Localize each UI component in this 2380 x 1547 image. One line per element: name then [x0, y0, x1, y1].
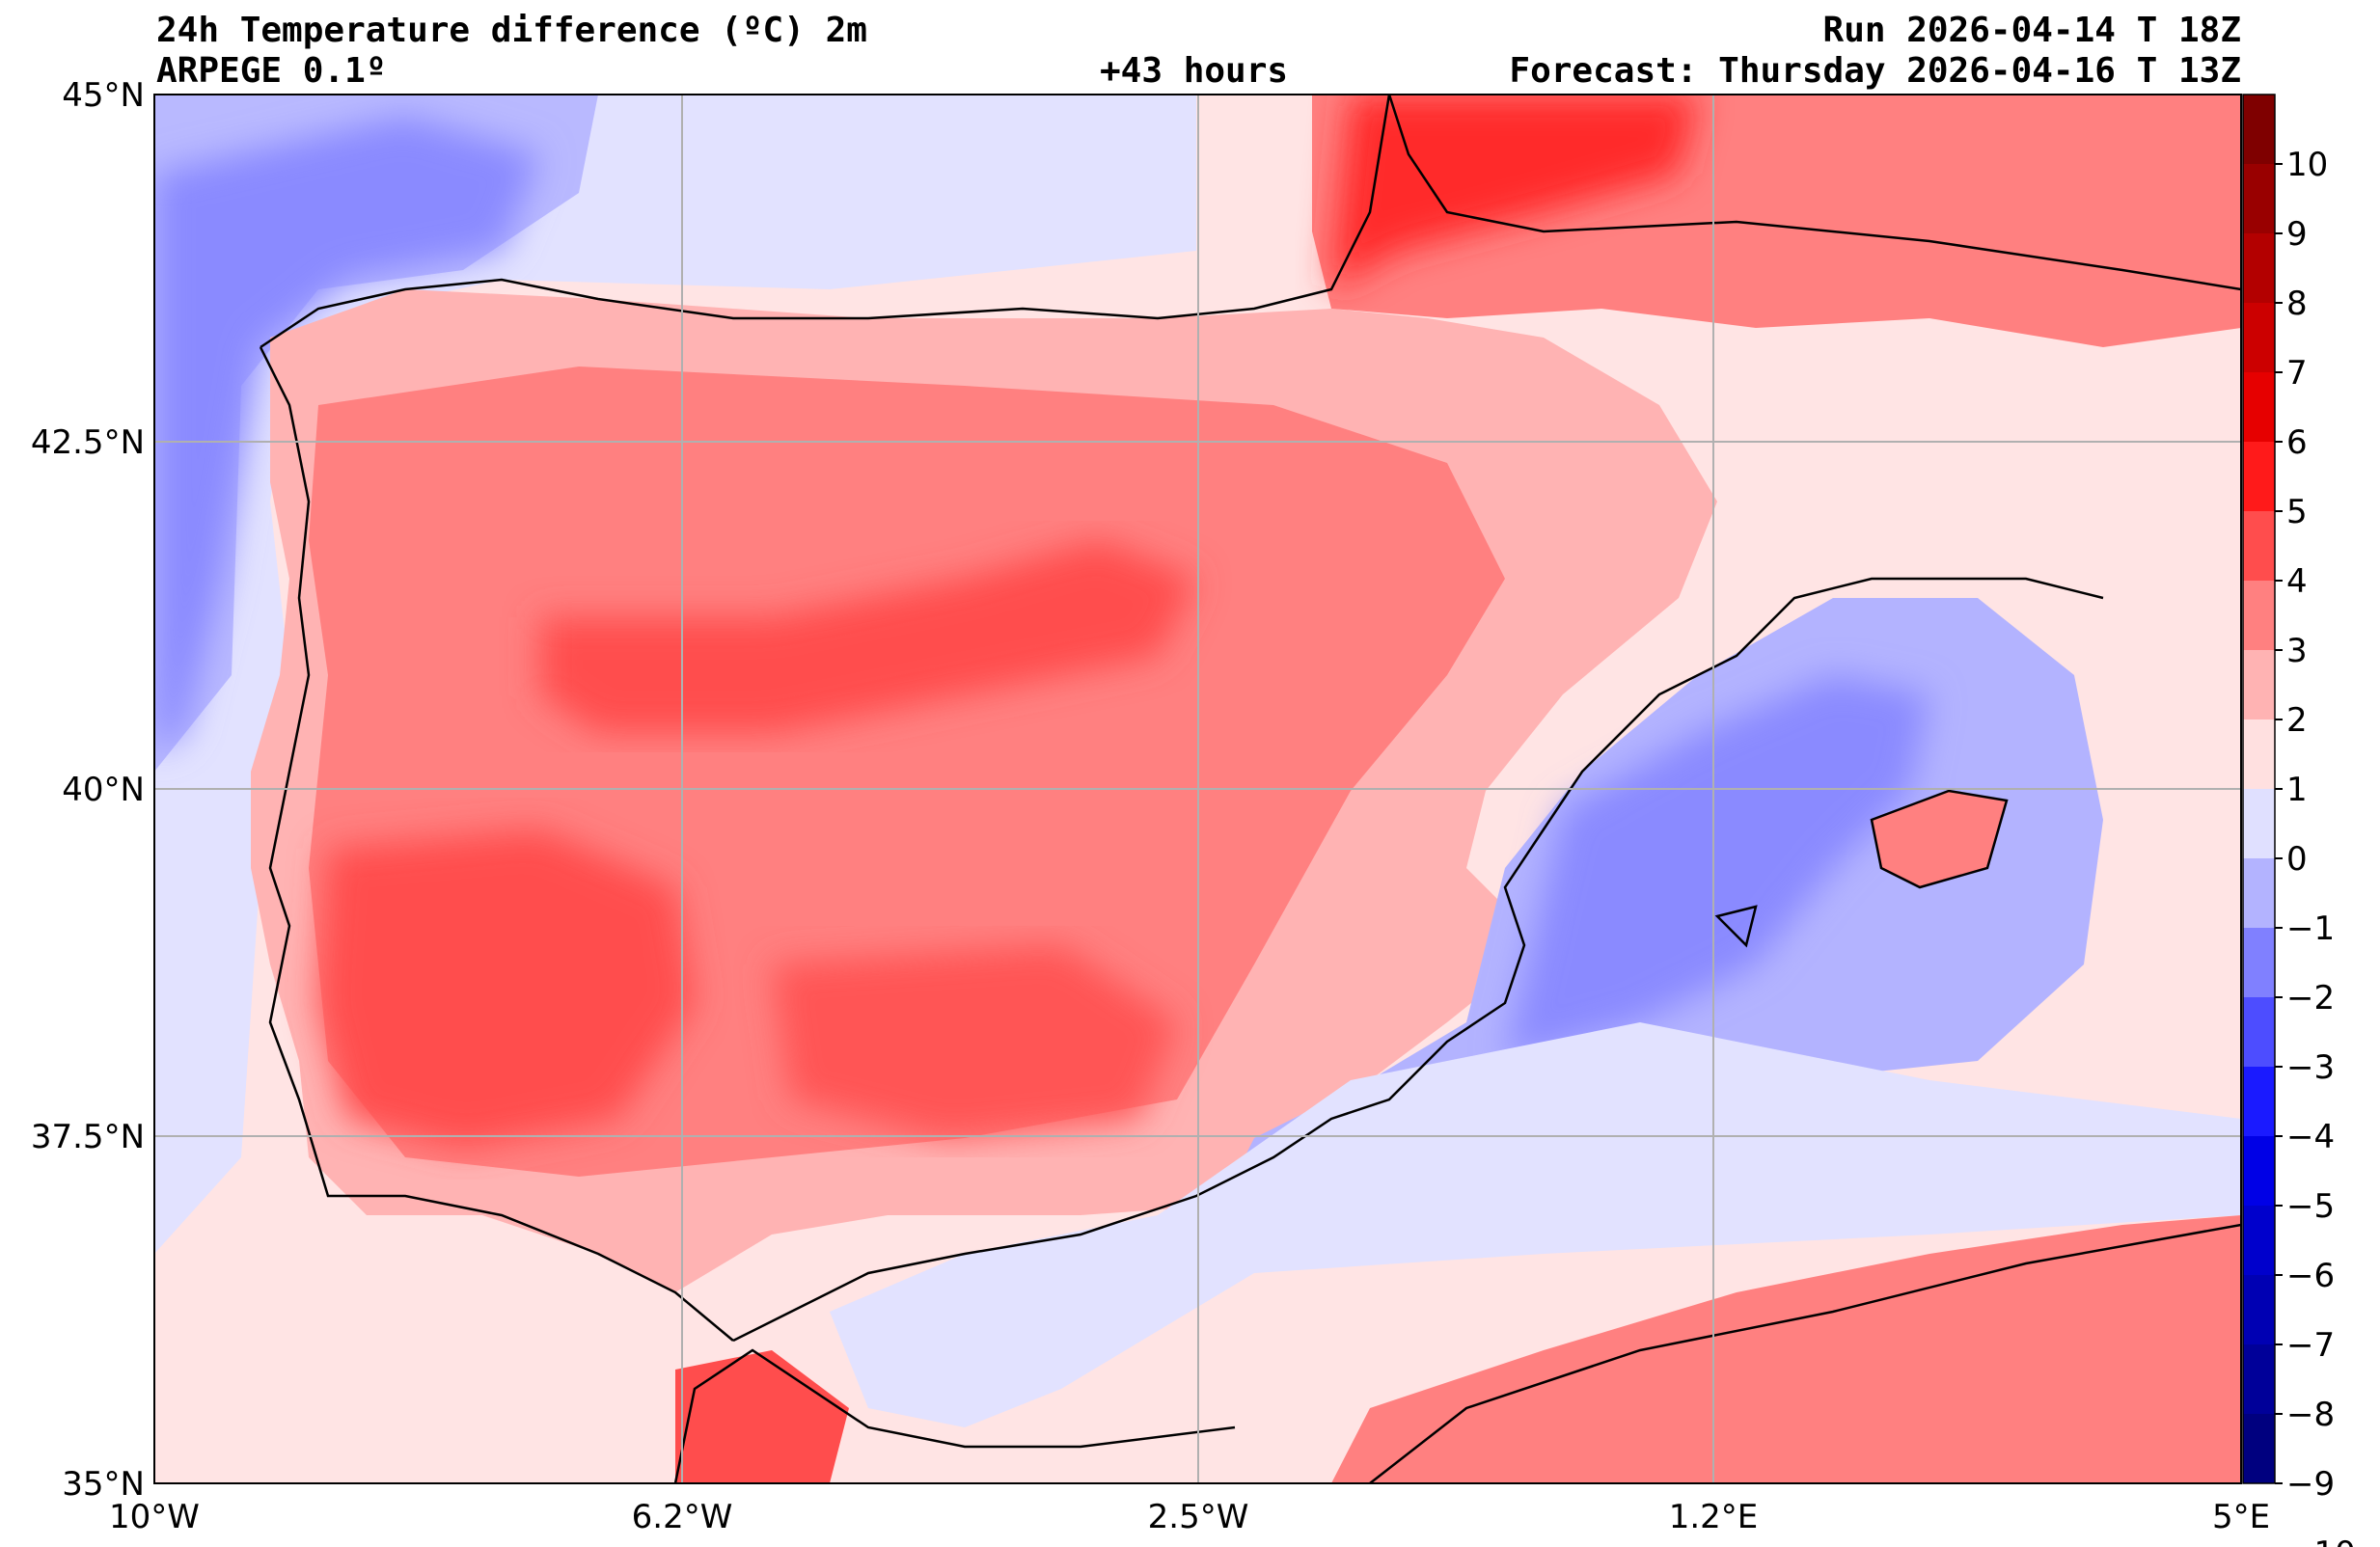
colorbar-cell [2243, 650, 2275, 720]
colorbar-cell [2243, 233, 2275, 304]
lon-tick-6-2w: 6.2°W [632, 1498, 733, 1536]
colorbar-tick-label: −5 [2286, 1187, 2335, 1226]
colorbar-tick-label: −6 [2286, 1257, 2335, 1295]
colorbar-tick-label: 3 [2286, 632, 2308, 670]
africa-coast [1369, 1223, 2241, 1483]
mediterranean-coast [732, 577, 2104, 1343]
lon-tick-1-2e: 1.2°E [1669, 1498, 1759, 1536]
colorbar-cell [2243, 789, 2275, 859]
lat-axis: 45°N 42.5°N 40°N 37.5°N 35°N [31, 76, 145, 1504]
lat-tick-45: 45°N [62, 76, 145, 115]
atlantic-cool-deep [154, 116, 540, 752]
colorbar-cell [2243, 581, 2275, 651]
colorbar-tick-label: −1 [2286, 909, 2335, 948]
colorbar-cell [2243, 303, 2275, 373]
west-south-coast [259, 346, 734, 1342]
colorbar-tick-label: 5 [2286, 493, 2308, 531]
colorbar-cell [2243, 372, 2275, 443]
aquitaine-warm-peak [1331, 95, 1698, 289]
morocco-coast [673, 1348, 1236, 1483]
lon-tick-10w: 10°W [109, 1498, 200, 1536]
colorbar-cell [2243, 1067, 2275, 1137]
lon-axis: 10°W 6.2°W 2.5°W 1.2°E 5°E [109, 1498, 2270, 1536]
colorbar-cell [2243, 164, 2275, 234]
mallorca-warm [1872, 791, 2007, 887]
lon-tick-5e: 5°E [2212, 1498, 2270, 1536]
map-frame [153, 94, 2242, 1484]
lat-tick-42-5: 42.5°N [31, 423, 145, 462]
colorbar-cell [2243, 1275, 2275, 1345]
map-title: 24h Temperature difference (ºC) 2m [156, 11, 867, 50]
run-time: Run 2026-04-14 T 18Z [1822, 11, 2241, 50]
coastlines [259, 95, 2241, 1483]
france-coast [1387, 95, 2241, 291]
lat-tick-40: 40°N [62, 771, 145, 809]
colorbar-tick-label: −10 [2286, 1534, 2356, 1547]
colorbar-cell [2243, 858, 2275, 929]
forecast-time: Forecast: Thursday 2026-04-16 T 13Z [1509, 51, 2241, 91]
southwest-warm-spot [318, 829, 695, 1148]
colorbar-tick-label: 6 [2286, 423, 2308, 462]
lat-tick-35: 35°N [62, 1465, 145, 1504]
mallorca-coast [1870, 789, 2009, 889]
colorbar-cell [2243, 1136, 2275, 1207]
north-africa-warm [1331, 1215, 2241, 1483]
gridlines [154, 95, 2241, 1483]
colorbar-cell [2243, 1414, 2275, 1484]
colorbar-cell [2243, 719, 2275, 790]
model-label: ARPEGE 0.1º [156, 51, 387, 91]
colorbar-tick-label: −8 [2286, 1396, 2335, 1434]
colorbar-cell [2243, 1344, 2275, 1415]
central-warm-band [540, 540, 1196, 733]
colorbar-tick-label: −9 [2286, 1465, 2335, 1504]
colorbar-tick-label: −4 [2286, 1118, 2335, 1156]
colorbar-tick-label: 0 [2286, 840, 2308, 879]
lat-tick-37-5: 37.5°N [31, 1118, 145, 1156]
andalusia-warm-spot [772, 945, 1177, 1138]
colorbar-tick-label: 9 [2286, 215, 2308, 254]
colorbar-tick-label: −3 [2286, 1048, 2335, 1087]
mediterranean-cool-core [1505, 675, 1929, 1061]
alboran-cool-zone [830, 1022, 2241, 1427]
colorbar-tick-label: 4 [2286, 562, 2308, 601]
colorbar-tick-label: 2 [2286, 701, 2308, 740]
north-coast [260, 95, 1391, 349]
colorbar-cell [2243, 442, 2275, 512]
colorbar-cell [2243, 997, 2275, 1068]
colorbar-tick-label: −7 [2286, 1326, 2335, 1365]
colorbar-tick-label: 7 [2286, 354, 2308, 393]
colorbar-cell [2243, 511, 2275, 582]
lead-time: +43 hours [1100, 51, 1289, 91]
colorbar-tick-label: 10 [2286, 146, 2328, 184]
colorbar-tick-label: −2 [2286, 979, 2335, 1018]
colorbar-cell [2243, 928, 2275, 998]
colorbar-cell [2243, 1206, 2275, 1276]
ibiza-coast [1714, 905, 1758, 948]
morocco-warm-spot [675, 1350, 849, 1483]
lon-tick-2-5w: 2.5°W [1148, 1498, 1249, 1536]
colorbar-cell [2243, 95, 2275, 165]
colorbar-tick-label: 8 [2286, 285, 2308, 323]
colorbar-tick-label: 1 [2286, 771, 2308, 809]
